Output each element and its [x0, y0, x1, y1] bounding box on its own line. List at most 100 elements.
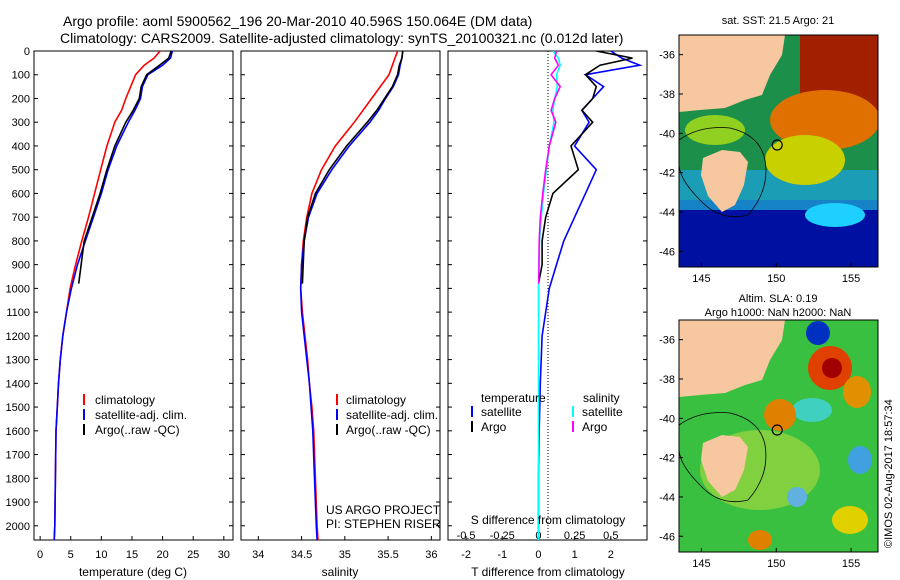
x-tick-label: 30 [218, 549, 230, 561]
sla-map-title: Altim. SLA: 0.19 [739, 293, 818, 305]
x-tick-label: 35 [339, 549, 351, 561]
depth-tick-label: 1000 [6, 283, 30, 295]
temperature-axis: 0 5 10 15 20 25 30 [37, 536, 230, 561]
depth-axis: 0 100 200 300 400 500 600 700 800 900 1000 1100 1200… [6, 46, 233, 533]
lat-tick-label: -44 [659, 207, 675, 219]
salinity-legend: climatology satellite-adj. clim. Argo(..… [336, 393, 438, 437]
series-line-argo-raw-qc- [301, 51, 404, 284]
depth-tick-label: 1700 [6, 450, 30, 462]
salinity-xlabel: salinity [322, 565, 359, 579]
depth-tick-label: 900 [12, 260, 30, 272]
sst-strait [685, 115, 745, 145]
t-difference-axis: -2 -1 0 1 2 [461, 536, 614, 561]
legend-label-argo: Argo(..raw -QC) [95, 423, 180, 437]
sst-lon-axis: 145 150 155 [692, 263, 860, 285]
depth-tick-label: 600 [12, 188, 30, 200]
lon-tick-label: 150 [767, 273, 785, 285]
sla-eddy-warm-2 [764, 399, 796, 431]
sla-map-field [679, 320, 878, 552]
sla-eddy-cool-2 [848, 446, 872, 474]
lon-tick-label: 150 [767, 558, 785, 570]
depth-tick-label: 300 [12, 117, 30, 129]
lon-tick-label: 145 [692, 273, 710, 285]
legend-title-temperature: temperature [481, 391, 546, 405]
difference-lines [537, 51, 643, 540]
sst-map-field [679, 35, 878, 267]
lat-tick-label: -36 [659, 335, 675, 347]
series-line-argo-raw-qc- [77, 51, 172, 284]
depth-tick-label: 1200 [6, 331, 30, 343]
temperature-panel: 0100200300400500600700800900100011001200… [6, 46, 234, 579]
legend-title-salinity: salinity [583, 391, 620, 405]
s-tick-label: 0.5 [603, 530, 618, 542]
x-tick-label: 2 [608, 549, 614, 561]
sla-eddy-cool-1 [792, 398, 832, 422]
argo-position-marker [771, 424, 783, 436]
depth-tick-label: 1800 [6, 473, 30, 485]
sla-lon-axis: 145 150 155 [692, 548, 860, 570]
legend-label-t-argo: Argo [481, 420, 507, 434]
s-tick-label: -0.5 [457, 530, 476, 542]
sla-eddy-cold-1 [806, 321, 830, 345]
salinity-panel: 34 34.5 35 35.5 36 salinity climatology sate… [240, 50, 441, 579]
sst-warm-tongue [770, 90, 878, 150]
legend-label-satellite-adj: satellite-adj. clim. [346, 408, 438, 422]
argo-position-marker [771, 139, 783, 151]
legend-label-climatology: climatology [95, 393, 155, 407]
depth-tick-label: 2000 [6, 521, 30, 533]
sla-map-frame [678, 319, 879, 553]
lat-tick-label: -40 [659, 128, 675, 140]
depth-tick-label: 1900 [6, 497, 30, 509]
sst-map-frame [678, 34, 879, 268]
sla-eddy-warm-1-core [822, 358, 842, 378]
depth-tick-label: 500 [12, 165, 30, 177]
x-tick-label: 20 [156, 549, 168, 561]
x-tick-label: 34.5 [291, 549, 312, 561]
series-line-s-argo [538, 51, 562, 284]
pi-credit: PI: STEPHEN RISER [326, 517, 441, 531]
legend-label-argo: Argo(..raw -QC) [346, 423, 431, 437]
temperature-xlabel: temperature (deg C) [79, 565, 187, 579]
series-line-climatology [299, 51, 399, 540]
s-difference-xlabel: S difference from climatology [471, 513, 626, 527]
difference-depth-ticks [448, 50, 647, 527]
depth-tick-label: 0 [24, 46, 30, 58]
mainland-australia [679, 35, 785, 112]
temperature-lines [53, 51, 174, 540]
depth-tick-label: 1500 [6, 402, 30, 414]
legend-label-s-argo: Argo [582, 420, 608, 434]
mainland-australia [679, 320, 785, 397]
sst-isobath [679, 127, 767, 218]
salinity-lines [299, 51, 404, 540]
temperature-legend: climatology satellite-adj. clim. Argo(..… [83, 393, 187, 437]
lat-tick-label: -46 [659, 246, 675, 258]
difference-legend: temperature salinity satellite Argo sate… [471, 391, 623, 434]
depth-tick-label: 1600 [6, 426, 30, 438]
depth-tick-label: 200 [12, 93, 30, 105]
x-tick-label: 34 [252, 549, 264, 561]
sla-eddy-warm-4 [748, 530, 772, 550]
temperature-axes [33, 50, 234, 541]
series-line-satellite-adj-clim- [53, 51, 174, 540]
s-tick-label: 0.25 [564, 530, 585, 542]
legend-label-climatology: climatology [346, 393, 406, 407]
sst-map: sat. SST: 21.5 Argo: 21 145 150 155 -36 -38… [659, 15, 879, 285]
legend-label-satellite-adj: satellite-adj. clim. [95, 408, 187, 422]
sst-map-title: sat. SST: 21.5 Argo: 21 [722, 15, 835, 27]
salinity-axes [240, 50, 441, 541]
sla-map-subtitle: Argo h1000: NaN h2000: NaN [705, 307, 852, 319]
x-tick-label: -1 [497, 549, 507, 561]
sla-eddy-warm-3 [843, 376, 871, 408]
sla-isobath [679, 412, 767, 503]
depth-tick-label: 1100 [6, 307, 30, 319]
series-line-t-satellite [537, 51, 643, 540]
imos-credit: ©IMOS 02-Aug-2017 18:57:34 [883, 399, 895, 548]
legend-label-t-satellite: satellite [481, 405, 522, 419]
x-tick-label: 0 [37, 549, 43, 561]
salinity-depth-ticks [241, 50, 440, 527]
legend-label-s-satellite: satellite [582, 405, 623, 419]
t-difference-xlabel: T difference from climatology [471, 565, 625, 579]
series-line-t-argo [537, 51, 633, 284]
sla-lat-axis: -36 -38 -40 -42 -44 -46 [659, 335, 683, 543]
